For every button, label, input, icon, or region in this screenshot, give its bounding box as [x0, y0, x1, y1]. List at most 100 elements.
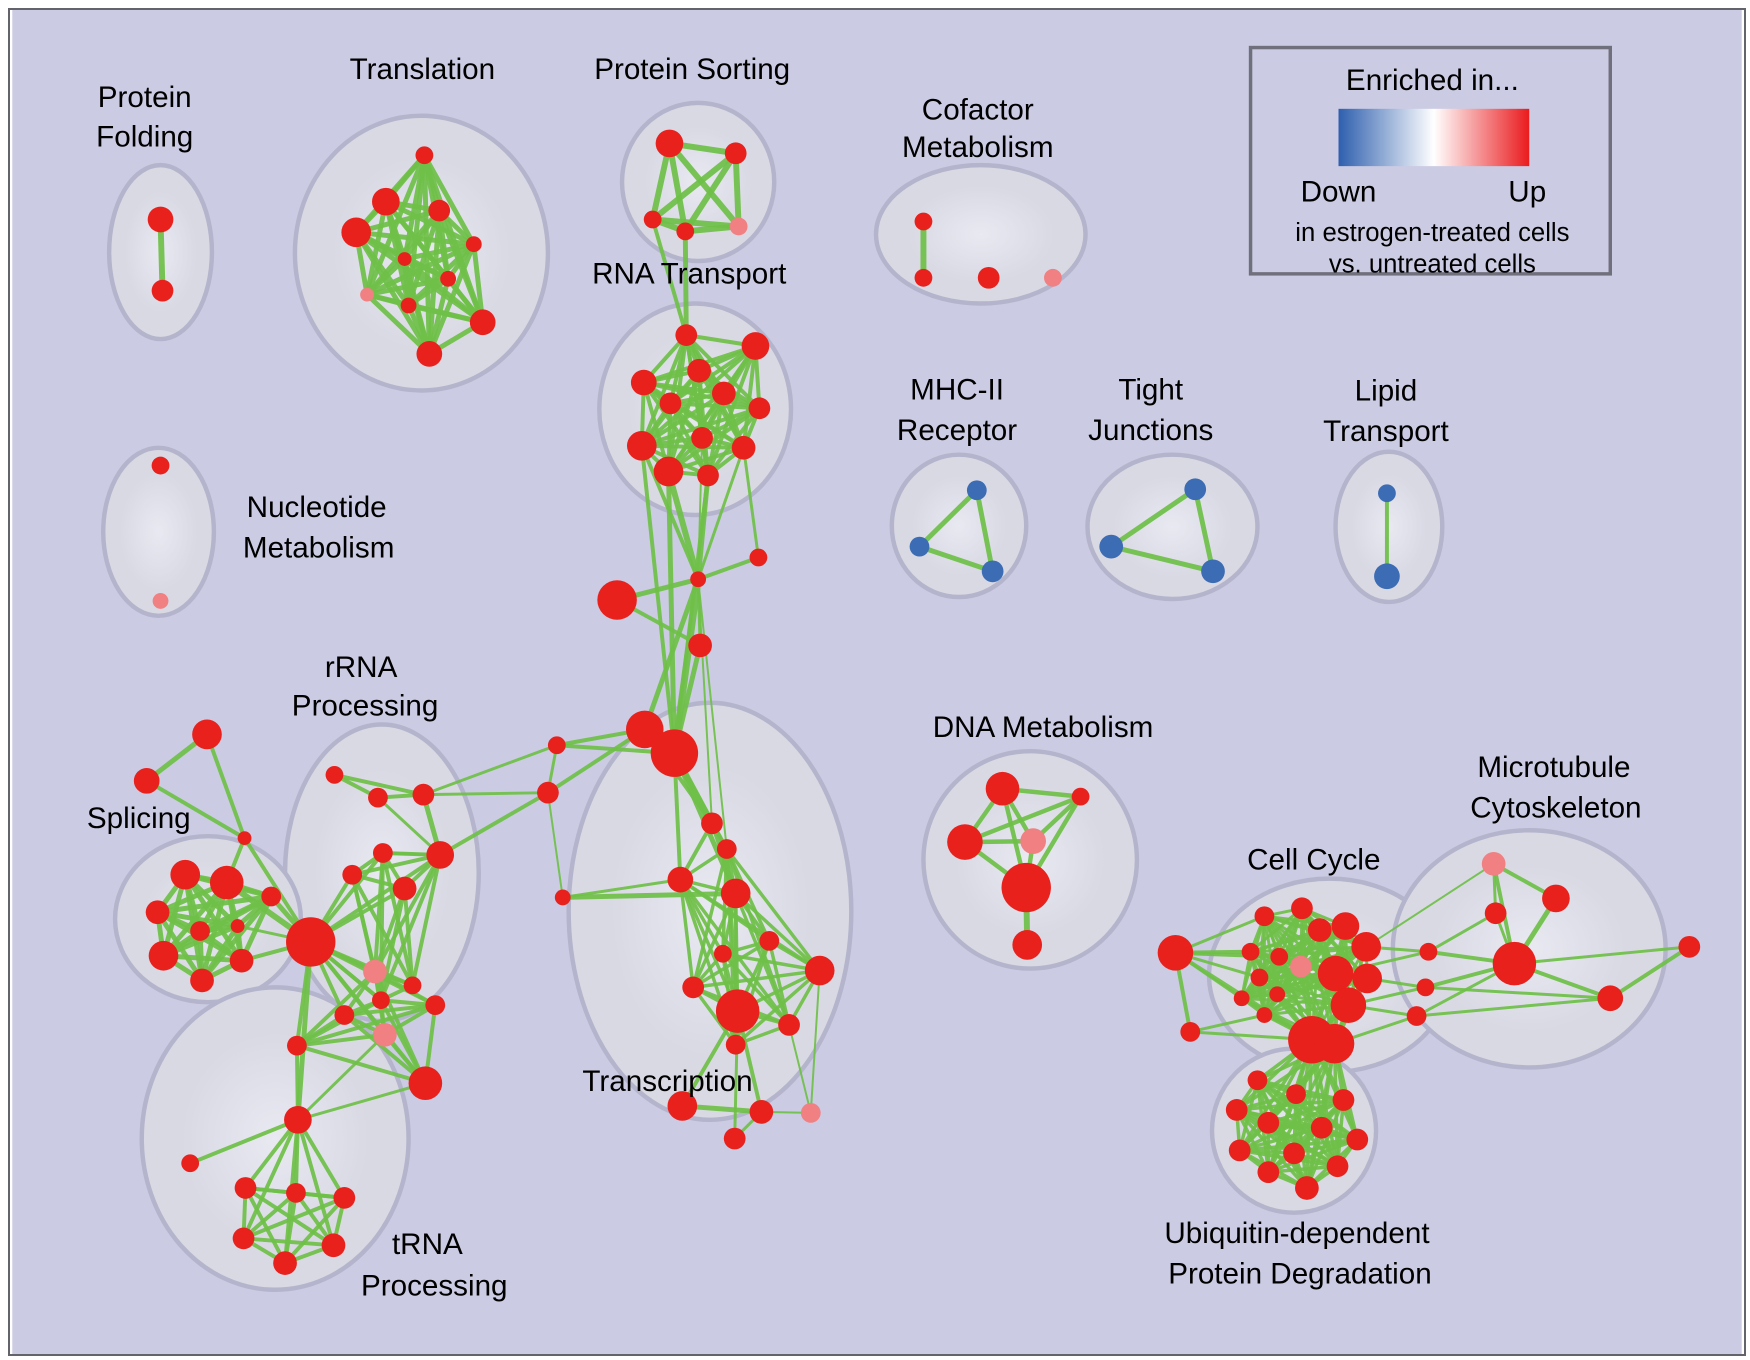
edge-rr5-rr14 [350, 872, 415, 988]
node-mc8 [1678, 935, 1701, 958]
node-md3 [749, 548, 768, 567]
node-md9 [554, 889, 571, 906]
node-rr13 [287, 1035, 307, 1056]
node-rt9 [691, 427, 713, 449]
edge-rt4-rt12 [641, 380, 710, 478]
node-pf2 [151, 279, 174, 302]
node-tx9 [715, 989, 760, 1033]
edge-tx6-tx10 [721, 952, 791, 1027]
cluster-label-rrna-processing-line2: Processing [292, 690, 439, 723]
edge-md9-tx4 [560, 891, 739, 900]
node-sp7 [190, 968, 214, 993]
edge-rt11-md6 [666, 469, 677, 756]
node-rr10 [334, 1005, 355, 1025]
node-rr15 [425, 995, 446, 1016]
edge-rt4-rt7 [641, 380, 762, 411]
edge-cc12-cc14 [1240, 996, 1350, 1007]
edge-rt6-rt12 [706, 391, 726, 478]
node-tp4 [286, 1183, 306, 1203]
node-rr8 [286, 917, 336, 967]
node-nm2 [152, 593, 169, 609]
figure-panel: Protein Folding Translation Protein Sorting… [8, 8, 1746, 1356]
legend-down-label: Down [1301, 176, 1377, 209]
node-dm5 [1001, 862, 1051, 913]
node-dm1 [985, 771, 1020, 806]
cluster-label-transcription: Transcription [582, 1065, 752, 1098]
edge-md2-md6 [670, 575, 702, 757]
edge-tr6-tr8 [364, 256, 408, 298]
edge-tx4-tx7 [733, 891, 822, 973]
node-cc11 [1352, 963, 1382, 994]
edge-md2-tx2 [697, 578, 728, 850]
cluster-label-mhc-ii-receptor-line1: MHC-II [910, 373, 1004, 406]
node-cc6 [1241, 942, 1260, 961]
node-tr6 [397, 252, 412, 266]
node-ub2 [1286, 1084, 1306, 1104]
node-tp1 [284, 1105, 312, 1134]
node-rt2 [741, 332, 770, 360]
node-tx1 [701, 812, 723, 835]
cluster-label-trna-processing-line2: Processing [361, 1270, 508, 1303]
node-rt5 [659, 392, 682, 415]
node-sp1 [170, 859, 201, 890]
edge-tp3-tp7 [243, 1186, 288, 1266]
edge-ps2-ps5 [732, 150, 742, 230]
cluster-label-cell-cycle: Cell Cycle [1247, 844, 1380, 877]
node-sp9 [261, 886, 282, 907]
edge-tj2-tj3 [1108, 544, 1216, 574]
node-tx5 [759, 931, 780, 951]
node-ps5 [729, 217, 748, 236]
edge-tx2-tx7 [725, 847, 822, 973]
node-tx14 [800, 1102, 821, 1123]
cluster-label-dna-metabolism: DNA Metabolism [933, 711, 1154, 744]
edge-ps2-ps3 [649, 150, 739, 223]
edge-tr4-tr5 [353, 229, 477, 247]
node-dm2 [1071, 787, 1090, 806]
node-cc8 [1290, 955, 1312, 978]
node-ub9 [1283, 1142, 1305, 1165]
edge-tx7-tx14 [809, 969, 821, 1114]
edge-md2-md5 [642, 576, 701, 732]
edge-ps4-rt1 [682, 228, 689, 338]
edge-mh1-mh2 [917, 487, 980, 550]
node-ub8 [1228, 1139, 1251, 1162]
edge-rr11-rr13 [294, 1032, 387, 1048]
node-cs1 [1157, 934, 1194, 971]
edge-md2-md3 [696, 555, 761, 582]
cluster-label-nucleotide-metabolism-line1: Nucleotide [247, 491, 387, 524]
enrichment-map-figure: Protein Folding Translation Protein Sorting… [8, 8, 1746, 1356]
edge-md7-rr3 [421, 743, 559, 797]
node-ub12 [1295, 1176, 1319, 1200]
edge-rr6-rr14 [410, 852, 443, 988]
node-tx7 [804, 955, 835, 986]
cluster-label-protein-folding-line2: Folding [96, 120, 193, 153]
node-cc18 [1406, 1006, 1427, 1026]
nodes [133, 129, 1701, 1275]
node-cf1 [914, 212, 933, 231]
edge-ub10-cc17 [1266, 1041, 1337, 1174]
cluster-ellipse-nucleotide-metabolism [100, 445, 217, 619]
node-md1 [597, 580, 637, 620]
node-tj1 [1184, 478, 1207, 501]
cluster-ellipse-mhc-ii-receptor [889, 452, 1029, 600]
node-md7 [547, 736, 566, 755]
node-cc12 [1233, 990, 1250, 1007]
node-rr3 [412, 783, 435, 806]
node-rt12 [697, 464, 719, 487]
node-rt10 [731, 435, 756, 460]
node-rt8 [626, 430, 657, 461]
node-cc9 [1250, 968, 1269, 987]
edge-ub12-cc16 [1305, 1038, 1314, 1190]
edge-tp1-tp2 [188, 1117, 300, 1166]
legend-caption-line1: in estrogen-treated cells [1295, 219, 1569, 247]
edge-md2-tx1 [697, 578, 713, 825]
edge-rr12-rr13 [294, 1043, 428, 1086]
node-tx13 [749, 1100, 774, 1124]
edge-ub10-ub11 [1266, 1164, 1340, 1174]
edge-tx7-tx8 [691, 968, 822, 990]
edge-tp1-tp3 [243, 1117, 300, 1190]
node-cc1 [1254, 906, 1275, 927]
cluster-label-trna-processing-line1: tRNA [392, 1228, 463, 1261]
edge-tr7-tr11 [426, 276, 451, 357]
